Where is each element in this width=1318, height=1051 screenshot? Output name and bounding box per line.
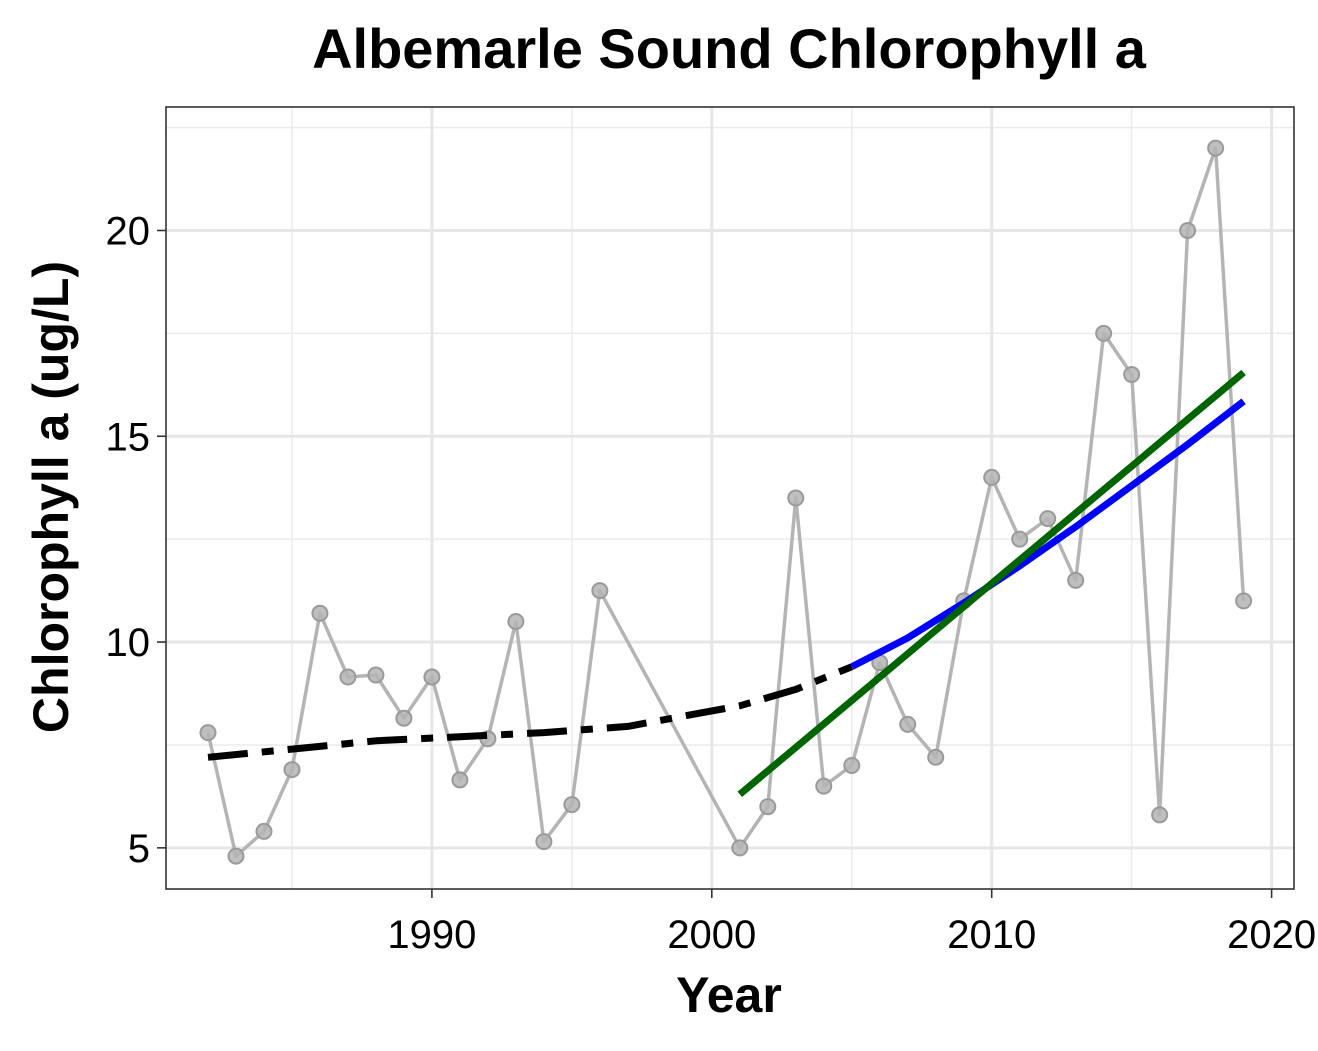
- data-point: [1095, 324, 1113, 342]
- data-point: [1039, 510, 1057, 528]
- x-axis: 1990 2000 2010 2020: [387, 889, 1316, 957]
- data-point: [787, 489, 805, 507]
- data-point: [227, 847, 245, 865]
- plot-panel: [165, 106, 1295, 890]
- data-point: [423, 668, 441, 686]
- trend-line-2: [850, 398, 1246, 670]
- minor-grid: [166, 107, 1294, 889]
- y-tick-label: 10: [106, 621, 151, 665]
- data-point: [899, 715, 917, 733]
- data-point: [339, 668, 357, 686]
- data-point: [535, 833, 553, 851]
- x-tick-label: 2010: [947, 913, 1036, 957]
- data-point: [283, 761, 301, 779]
- x-tick-label: 2000: [667, 913, 756, 957]
- data-point: [1235, 592, 1253, 610]
- data-point: [927, 748, 945, 766]
- y-axis: 5 10 15 20: [106, 209, 166, 871]
- data-point: [563, 796, 581, 814]
- y-tick-label: 15: [106, 415, 151, 459]
- data-point: [199, 724, 217, 742]
- series-layer: [199, 139, 1253, 865]
- y-axis-label: Chlorophyll a (ug/L): [23, 261, 79, 733]
- data-point: [759, 798, 777, 816]
- data-point: [507, 612, 525, 630]
- data-point: [815, 777, 833, 795]
- data-point: [1179, 221, 1197, 239]
- data-point: [255, 822, 273, 840]
- major-grid: [166, 107, 1294, 889]
- data-point: [1067, 571, 1085, 589]
- data-point: [983, 468, 1001, 486]
- y-tick-label: 20: [106, 209, 151, 253]
- data-point: [395, 709, 413, 727]
- data-point: [1011, 530, 1029, 548]
- panel-border: [165, 106, 1295, 890]
- y-tick-label: 5: [128, 827, 150, 871]
- data-point: [1151, 806, 1169, 824]
- data-point: [843, 757, 861, 775]
- data-point: [451, 771, 469, 789]
- observed-series-line: [206, 146, 1246, 858]
- chart-title: Albemarle Sound Chlorophyll a: [312, 17, 1147, 80]
- x-axis-label: Year: [676, 967, 782, 1023]
- data-point: [1207, 139, 1225, 157]
- data-point: [1123, 366, 1141, 384]
- data-point: [591, 582, 609, 600]
- panel-background: [166, 107, 1294, 889]
- x-tick-label: 2020: [1227, 913, 1316, 957]
- trend-line-3: [737, 369, 1246, 797]
- data-point: [731, 839, 749, 857]
- data-point: [311, 604, 329, 622]
- x-tick-label: 1990: [387, 913, 476, 957]
- data-point: [367, 666, 385, 684]
- dashed-trend-line: [207, 663, 854, 761]
